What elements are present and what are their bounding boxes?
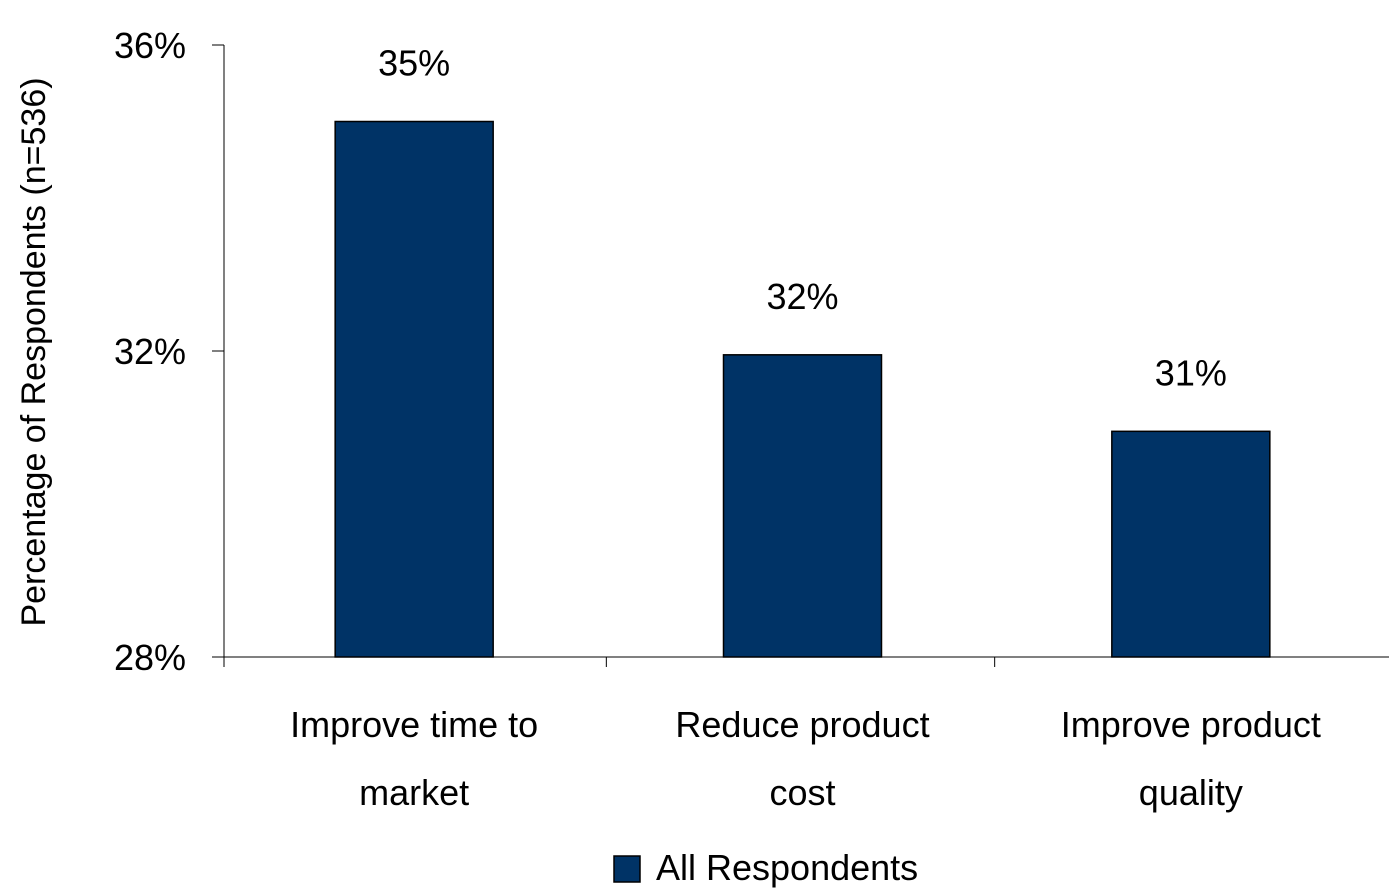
x-category-label: Improve product quality: [1061, 704, 1321, 813]
x-category-label-line: cost: [769, 772, 835, 813]
x-labels: Improve time to market Reduce product cost I…: [290, 704, 1321, 813]
x-category-label-line: quality: [1139, 772, 1243, 813]
bar: [334, 120, 494, 658]
x-category-label-line: Improve time to: [290, 704, 538, 745]
x-category-label: Reduce product cost: [675, 704, 929, 813]
y-tick-label: 28%: [114, 637, 186, 678]
y-axis-title: Percentage of Respondents (n=536): [15, 77, 53, 626]
data-labels: 35% 32% 31%: [378, 43, 1227, 394]
bar: [722, 354, 883, 658]
legend-swatch: [613, 855, 641, 883]
y-tick-label: 32%: [114, 331, 186, 372]
x-category-label: Improve time to market: [290, 704, 538, 813]
y-axis-title-group: Percentage of Respondents (n=536): [15, 77, 53, 626]
bar-value-label: 31%: [1155, 352, 1227, 393]
legend-label: All Respondents: [656, 847, 918, 888]
x-category-label-line: market: [359, 772, 469, 813]
legend: All Respondents: [613, 847, 918, 888]
y-tick-label: 36%: [114, 25, 186, 66]
bar: [1111, 430, 1271, 658]
x-category-label-line: Improve product: [1061, 704, 1321, 745]
y-ticks: 28% 32% 36%: [114, 25, 224, 678]
x-category-label-line: Reduce product: [675, 704, 929, 745]
bar-value-label: 35%: [378, 43, 450, 84]
bars: [334, 120, 1271, 658]
bar-value-label: 32%: [766, 276, 838, 317]
